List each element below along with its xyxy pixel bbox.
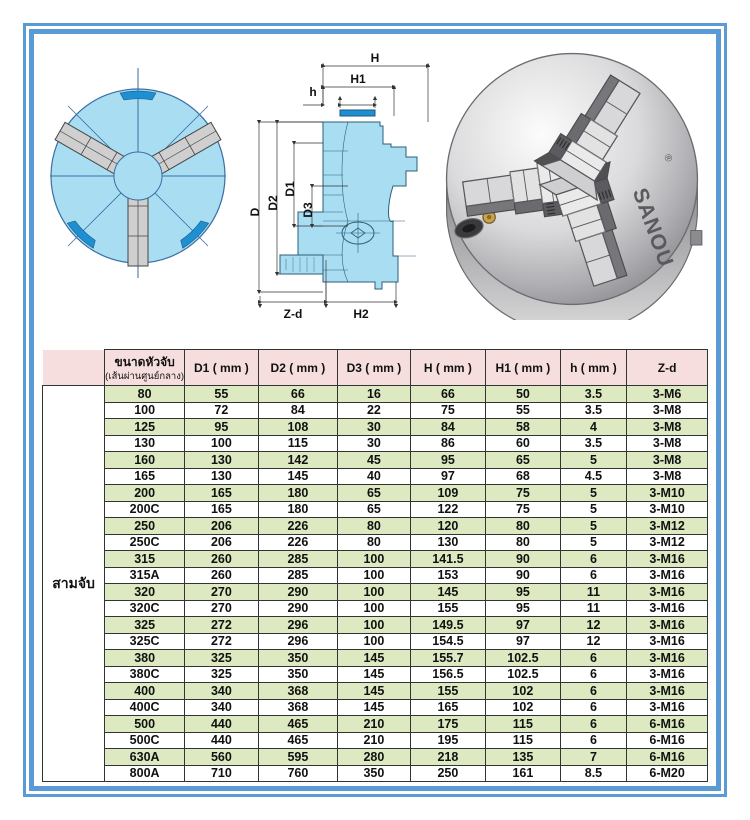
svg-text:H1: H1 bbox=[350, 72, 366, 86]
svg-text:D3: D3 bbox=[301, 202, 315, 218]
svg-text:H: H bbox=[371, 51, 380, 65]
svg-text:D1: D1 bbox=[283, 181, 297, 197]
svg-text:D2: D2 bbox=[266, 195, 280, 211]
svg-text:Z-d: Z-d bbox=[284, 307, 303, 321]
svg-text:H2: H2 bbox=[353, 307, 369, 321]
svg-text:h: h bbox=[309, 85, 316, 99]
svg-text:D: D bbox=[248, 207, 262, 216]
